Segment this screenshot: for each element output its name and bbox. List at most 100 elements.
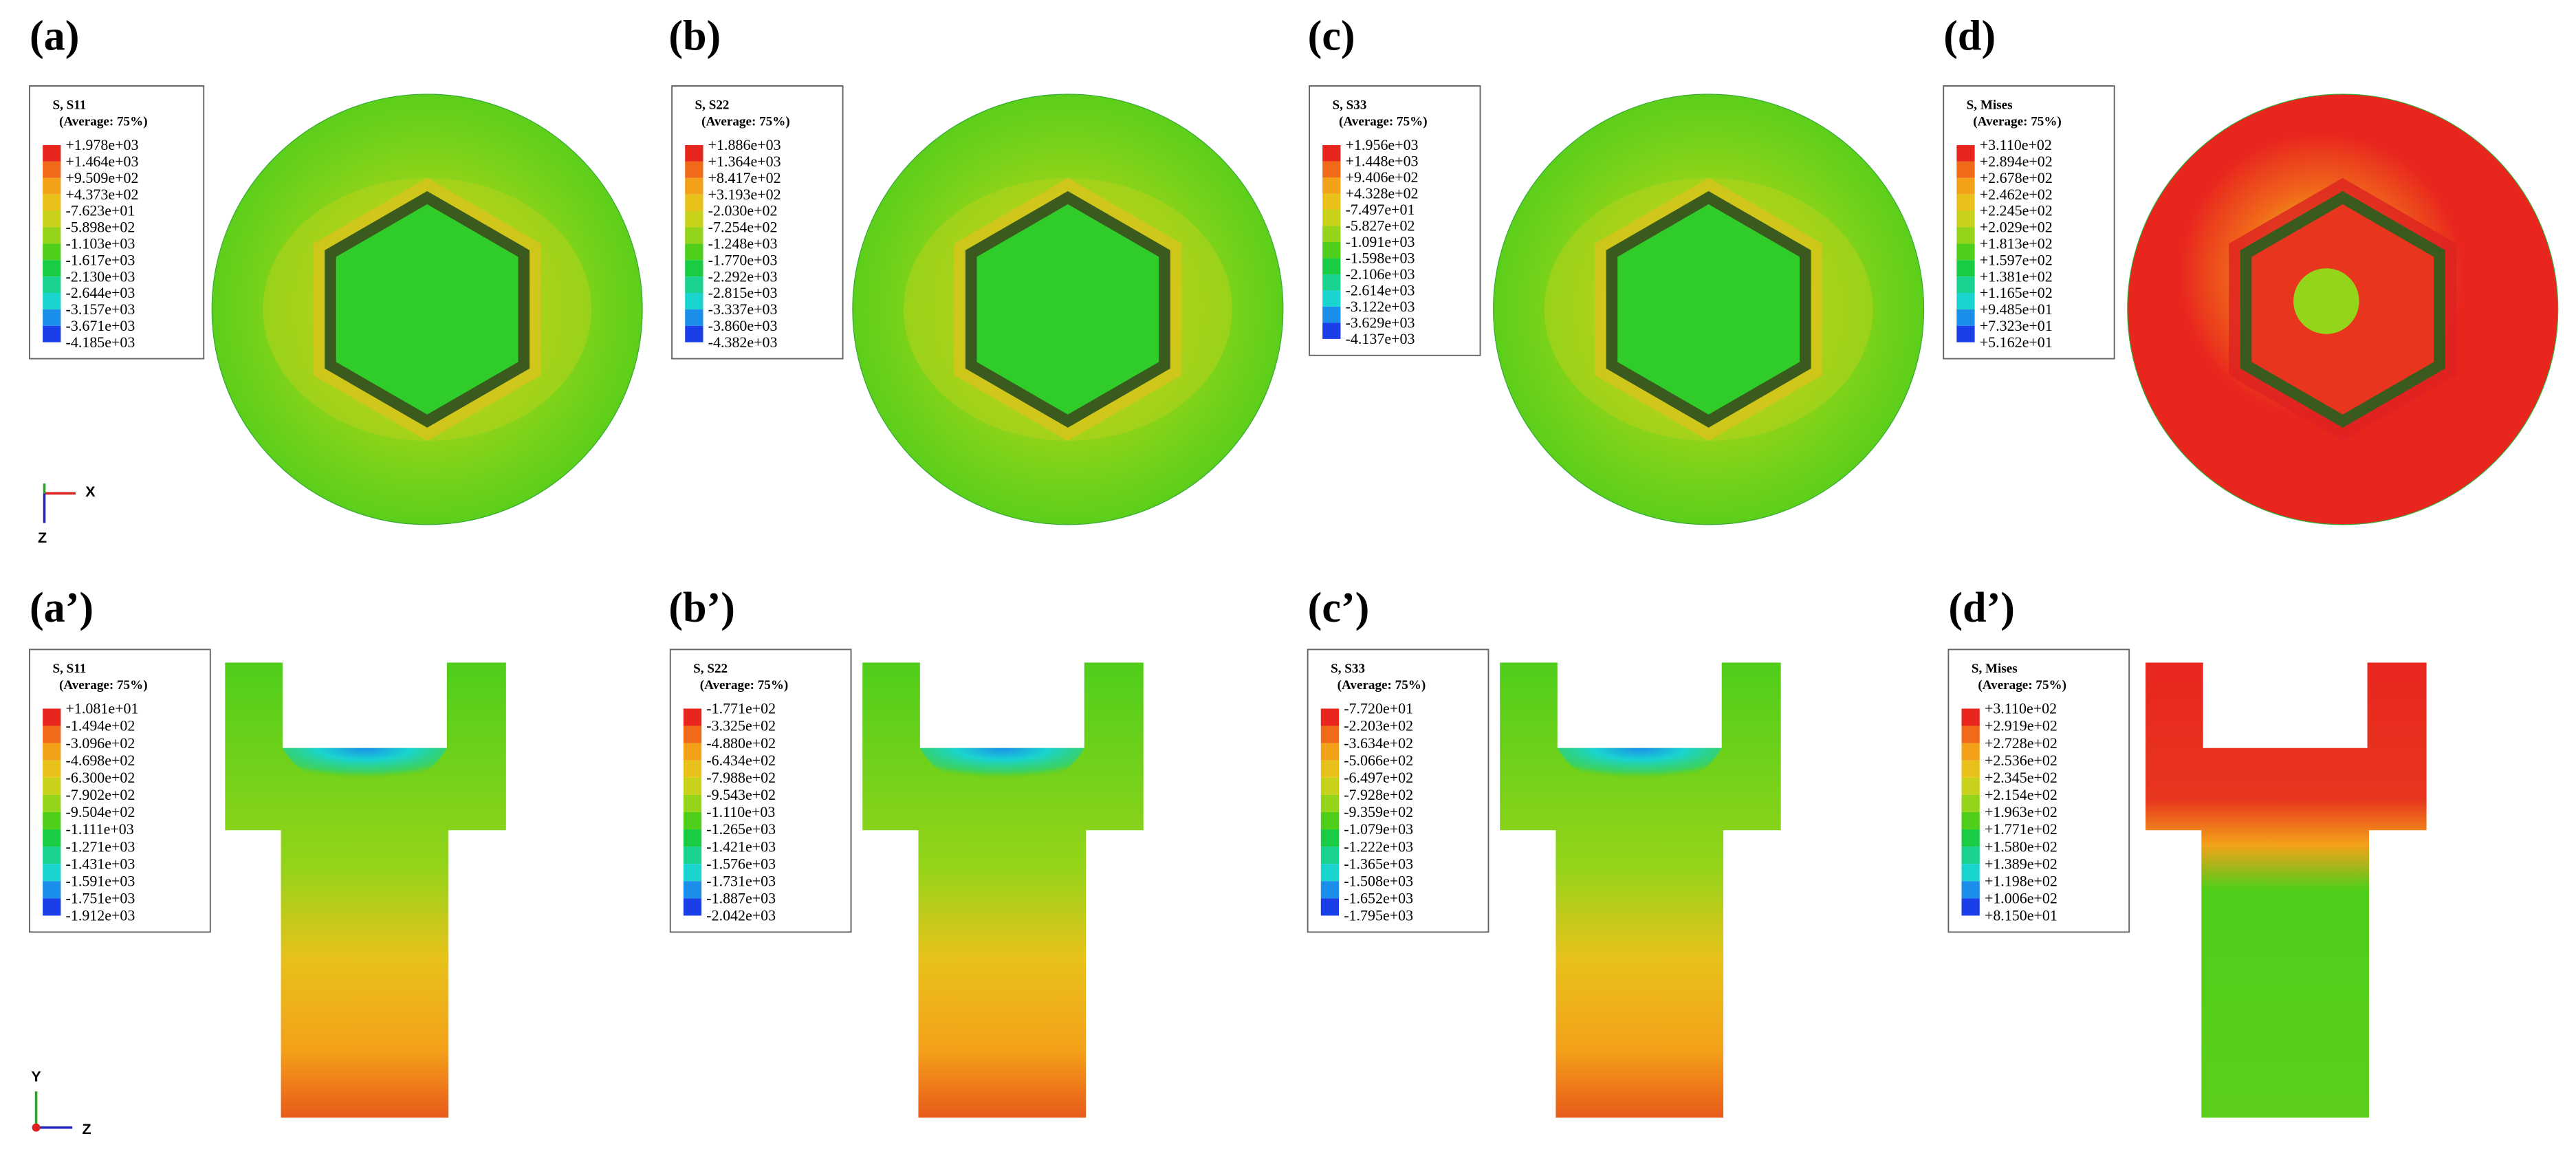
legend-value: -1.265e+03 bbox=[706, 820, 776, 838]
legend-swatch bbox=[43, 210, 61, 228]
legend-value: -1.110e+03 bbox=[706, 803, 775, 820]
legend-value: -7.623e+01 bbox=[66, 202, 135, 219]
legend-swatch bbox=[1320, 794, 1340, 812]
legend-subtitle: (Average: 75%) bbox=[1973, 114, 2062, 129]
legend-value: -3.671e+03 bbox=[66, 317, 135, 334]
legend-value: +1.978e+03 bbox=[66, 136, 139, 153]
panel-label: (a’) bbox=[30, 585, 94, 631]
axis-triads: X Z Y Z bbox=[31, 483, 96, 1137]
panel-label: (c) bbox=[1308, 12, 1355, 59]
legend-value: -4.137e+03 bbox=[1346, 330, 1415, 347]
legend-value: -6.497e+02 bbox=[1344, 769, 1413, 786]
legend-value: -4.185e+03 bbox=[66, 334, 135, 351]
legend-value: -1.731e+03 bbox=[706, 872, 776, 889]
legend-value: +2.919e+02 bbox=[1985, 717, 2057, 734]
legend-value: +4.328e+02 bbox=[1346, 185, 1419, 202]
legend-swatch bbox=[1322, 323, 1341, 339]
legend-value: -1.912e+03 bbox=[66, 907, 135, 924]
panel-label: (a) bbox=[30, 12, 79, 59]
legend-swatch bbox=[685, 325, 703, 342]
legend-value: +2.728e+02 bbox=[1985, 734, 2057, 752]
legend-value: +1.381e+02 bbox=[1980, 268, 2053, 285]
legend-swatch bbox=[43, 794, 61, 812]
legend-value: -1.248e+03 bbox=[708, 235, 778, 252]
legend-swatch bbox=[685, 243, 703, 261]
legend-swatch bbox=[1322, 161, 1341, 177]
legend-swatch bbox=[685, 276, 703, 294]
legend-value: -1.365e+03 bbox=[1344, 855, 1413, 872]
hot-spot bbox=[2293, 268, 2359, 334]
legend-swatch bbox=[1956, 144, 1975, 162]
legend-value: -1.111e+03 bbox=[66, 820, 134, 838]
legend-title: S, S22 bbox=[693, 662, 728, 676]
legend-swatch bbox=[43, 260, 61, 277]
notch-contour bbox=[919, 748, 1084, 792]
legend-value: +1.165e+02 bbox=[1980, 284, 2053, 301]
legend-title: S, Mises bbox=[1972, 662, 2018, 676]
legend-subtitle: (Average: 75%) bbox=[1339, 114, 1428, 129]
legend-value: -1.887e+03 bbox=[706, 890, 776, 907]
legend-value: +1.580e+02 bbox=[1985, 838, 2057, 855]
legend-swatch bbox=[1320, 829, 1340, 847]
legend-swatch bbox=[1320, 777, 1340, 795]
legend-value: -1.091e+03 bbox=[1346, 233, 1415, 250]
legend-value: +2.345e+02 bbox=[1985, 769, 2057, 786]
legend-value: -3.629e+03 bbox=[1346, 314, 1415, 331]
legend-value: -1.271e+03 bbox=[66, 838, 135, 855]
legend-swatch bbox=[683, 847, 702, 864]
legend-swatch bbox=[1322, 193, 1341, 210]
legend-value: -3.096e+02 bbox=[66, 734, 135, 752]
legend-swatch bbox=[1956, 227, 1975, 244]
legend-swatch bbox=[43, 144, 61, 162]
legend-swatch bbox=[1322, 226, 1341, 242]
legend-value: -1.598e+03 bbox=[1346, 250, 1415, 267]
legend-swatch bbox=[1322, 177, 1341, 194]
legend-swatch bbox=[1956, 325, 1975, 342]
legend-value: -2.130e+03 bbox=[66, 268, 135, 285]
legend-swatch bbox=[1322, 290, 1341, 307]
legend-swatch bbox=[1320, 708, 1340, 726]
legend-swatch bbox=[43, 243, 61, 261]
legend-swatch bbox=[683, 743, 702, 761]
legend-swatch bbox=[1320, 726, 1340, 743]
legend-value: +1.597e+02 bbox=[1980, 251, 2053, 268]
legend-value: -3.860e+03 bbox=[708, 317, 778, 334]
legend-value: +1.389e+02 bbox=[1985, 855, 2057, 872]
legend-swatch bbox=[43, 309, 61, 326]
legend-value: +8.150e+01 bbox=[1985, 907, 2057, 924]
legend-value: -2.106e+03 bbox=[1346, 265, 1415, 283]
t-section bbox=[862, 662, 1144, 1118]
legend-title: S, S33 bbox=[1331, 662, 1365, 676]
legend-subtitle: (Average: 75%) bbox=[59, 678, 148, 692]
legend-swatch bbox=[683, 829, 702, 847]
legend-swatch bbox=[1322, 258, 1341, 274]
legend-value: +2.678e+02 bbox=[1980, 169, 2053, 186]
legend-swatch bbox=[1961, 847, 1980, 864]
legend-value: +2.462e+02 bbox=[1980, 186, 2053, 203]
legend-swatch bbox=[43, 708, 61, 726]
legend-swatch bbox=[43, 829, 61, 847]
legend-swatch bbox=[685, 210, 703, 228]
legend-value: +2.894e+02 bbox=[1980, 153, 2053, 170]
legend-swatch bbox=[1961, 881, 1980, 899]
legend-value: +2.029e+02 bbox=[1980, 219, 2053, 236]
legend-swatch bbox=[43, 760, 61, 778]
legend-swatch bbox=[683, 777, 702, 795]
legend-value: -1.431e+03 bbox=[66, 855, 135, 872]
legend-value: +3.193e+02 bbox=[708, 186, 781, 203]
legend-value: +1.813e+02 bbox=[1980, 235, 2053, 252]
legend-subtitle: (Average: 75%) bbox=[701, 114, 790, 129]
panel: (c) S, S33 (Average: 75%) +1.956e+03+1.448e… bbox=[1308, 12, 1925, 525]
legend-value: +9.406e+02 bbox=[1346, 168, 1419, 186]
legend-value: -1.421e+03 bbox=[706, 838, 776, 855]
legend-value: -1.771e+02 bbox=[706, 700, 776, 717]
axis-label: Z bbox=[82, 1121, 91, 1137]
legend-value: -1.508e+03 bbox=[1344, 872, 1413, 889]
legend-value: +8.417e+02 bbox=[708, 169, 781, 186]
legend-value: +9.485e+01 bbox=[1980, 301, 2053, 318]
legend-swatch bbox=[1956, 210, 1975, 228]
legend-swatch bbox=[43, 276, 61, 294]
legend-value: +1.464e+03 bbox=[66, 153, 139, 170]
panel-label: (b) bbox=[668, 12, 721, 59]
